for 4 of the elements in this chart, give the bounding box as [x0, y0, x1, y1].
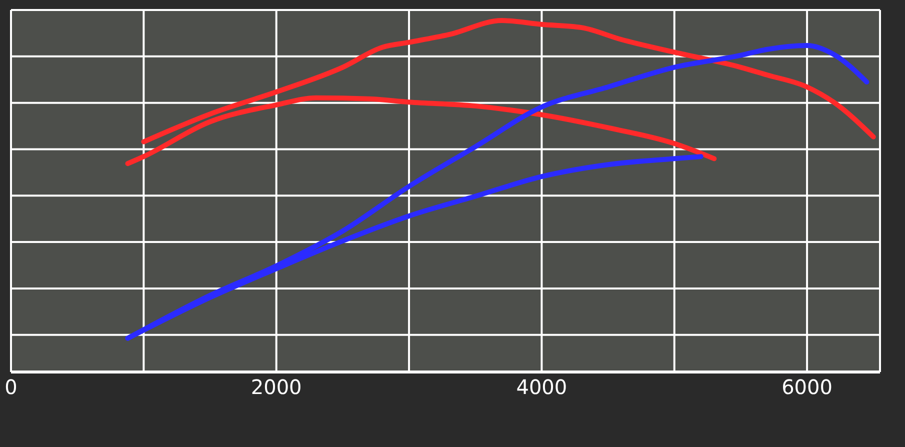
x-tick-label: 2000 [250, 375, 302, 400]
x-tick-label: 4000 [516, 375, 568, 400]
x-tick-label: 0 [4, 375, 18, 400]
x-tick-label: 6000 [782, 375, 832, 400]
